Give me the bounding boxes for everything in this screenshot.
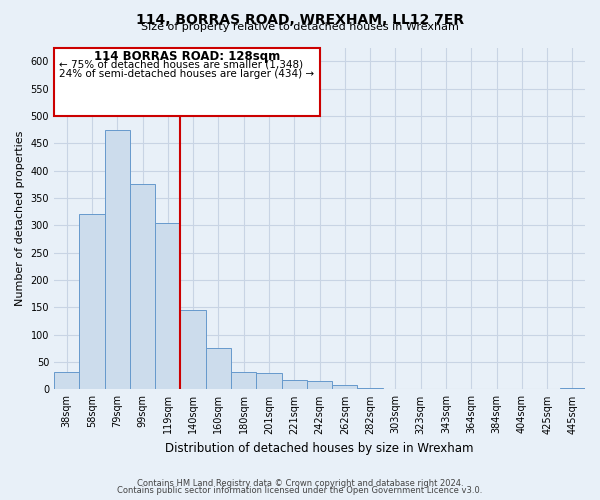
Bar [231,372,256,390]
Bar [54,372,79,390]
Bar [560,388,585,390]
Bar [383,389,408,390]
Bar [307,381,332,390]
Bar [104,130,130,390]
Bar [130,184,155,390]
Text: Contains public sector information licensed under the Open Government Licence v3: Contains public sector information licen… [118,486,482,495]
FancyBboxPatch shape [54,48,320,116]
Bar [181,310,206,390]
Text: 24% of semi-detached houses are larger (434) →: 24% of semi-detached houses are larger (… [59,70,314,80]
Bar [79,214,104,390]
Text: Contains HM Land Registry data © Crown copyright and database right 2024.: Contains HM Land Registry data © Crown c… [137,478,463,488]
Y-axis label: Number of detached properties: Number of detached properties [15,131,25,306]
Text: ← 75% of detached houses are smaller (1,348): ← 75% of detached houses are smaller (1,… [59,60,303,70]
Bar [155,222,181,390]
Text: Size of property relative to detached houses in Wrexham: Size of property relative to detached ho… [141,22,459,32]
Text: 114 BORRAS ROAD: 128sqm: 114 BORRAS ROAD: 128sqm [94,50,280,63]
Bar [332,385,358,390]
Text: 114, BORRAS ROAD, WREXHAM, LL12 7ER: 114, BORRAS ROAD, WREXHAM, LL12 7ER [136,12,464,26]
Bar [281,380,307,390]
Bar [256,373,281,390]
Bar [358,388,383,390]
Bar [206,348,231,390]
X-axis label: Distribution of detached houses by size in Wrexham: Distribution of detached houses by size … [165,442,474,455]
